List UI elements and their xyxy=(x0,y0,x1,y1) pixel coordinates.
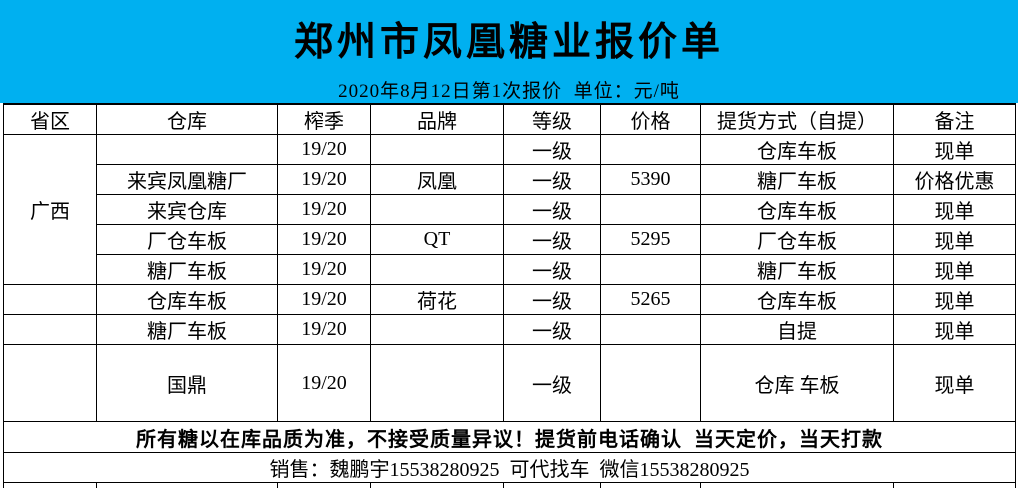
cell-season: 19/20 xyxy=(278,285,371,315)
cell-price: 5295 xyxy=(601,225,701,255)
sales-row: 销售：魏鹏宇15538280925 可代找车 微信15538280925 xyxy=(4,453,1016,483)
cell-note: 现单 xyxy=(894,285,1016,315)
page-title: 郑州市凤凰糖业报价单 xyxy=(0,0,1018,67)
cell-note: 现单 xyxy=(894,195,1016,225)
province-cell xyxy=(4,315,97,345)
cell-brand xyxy=(371,255,504,285)
table-row: 糖厂车板 19/20 一级 糖厂车板 现单 xyxy=(4,255,1016,285)
cell-brand: 凤凰 xyxy=(371,165,504,195)
grid-stub-cell xyxy=(601,483,701,488)
grid-stub-cell xyxy=(97,483,278,488)
cell-note: 现单 xyxy=(894,225,1016,255)
cell-season: 19/20 xyxy=(278,255,371,285)
cell-brand: 荷花 xyxy=(371,285,504,315)
cell-price: 5265 xyxy=(601,285,701,315)
cell-note: 价格优惠 xyxy=(894,165,1016,195)
cell-warehouse: 来宾仓库 xyxy=(97,195,278,225)
cell-note: 现单 xyxy=(894,345,1016,422)
cell-warehouse xyxy=(97,135,278,165)
header-price: 价格 xyxy=(601,104,701,135)
table-row: 来宾仓库 19/20 一级 仓库车板 现单 xyxy=(4,195,1016,225)
cell-season: 19/20 xyxy=(278,165,371,195)
cell-warehouse: 国鼎 xyxy=(97,345,278,422)
cell-grade: 一级 xyxy=(504,165,601,195)
table-row: 广西 19/20 一级 仓库车板 现单 xyxy=(4,135,1016,165)
cell-price xyxy=(601,315,701,345)
cell-grade: 一级 xyxy=(504,285,601,315)
table-row: 来宾凤凰糖厂 19/20 凤凰 一级 5390 糖厂车板 价格优惠 xyxy=(4,165,1016,195)
grid-stub-cell xyxy=(371,483,504,488)
province-cell xyxy=(4,345,97,422)
cell-grade: 一级 xyxy=(504,315,601,345)
province-cell: 广西 xyxy=(4,135,97,285)
quotation-table-wrap: 省区 仓库 榨季 品牌 等级 价格 提货方式（自提） 备注 广西 19/20 一… xyxy=(3,103,1016,488)
cell-season: 19/20 xyxy=(278,135,371,165)
partial-row xyxy=(4,483,1016,488)
cell-price xyxy=(601,135,701,165)
cell-pickup: 厂仓车板 xyxy=(701,225,894,255)
sales-contact-text: 销售：魏鹏宇15538280925 可代找车 微信15538280925 xyxy=(4,453,1016,483)
header-grade: 等级 xyxy=(504,104,601,135)
cell-note: 现单 xyxy=(894,315,1016,345)
cell-grade: 一级 xyxy=(504,135,601,165)
cell-pickup: 糖厂车板 xyxy=(701,255,894,285)
province-cell xyxy=(4,285,97,315)
cell-warehouse: 糖厂车板 xyxy=(97,315,278,345)
table-row: 国鼎 19/20 一级 仓库 车板 现单 xyxy=(4,345,1016,422)
cell-season: 19/20 xyxy=(278,315,371,345)
table-row: 糖厂车板 19/20 一级 自提 现单 xyxy=(4,315,1016,345)
cell-brand: QT xyxy=(371,225,504,255)
cell-note: 现单 xyxy=(894,135,1016,165)
cell-grade: 一级 xyxy=(504,345,601,422)
header-brand: 品牌 xyxy=(371,104,504,135)
cell-note: 现单 xyxy=(894,255,1016,285)
cell-season: 19/20 xyxy=(278,225,371,255)
cell-price: 5390 xyxy=(601,165,701,195)
grid-stub-cell xyxy=(504,483,601,488)
cell-season: 19/20 xyxy=(278,345,371,422)
title-banner: 郑州市凤凰糖业报价单 2020年8月12日第1次报价 单位：元/吨 xyxy=(0,0,1018,103)
cell-brand xyxy=(371,195,504,225)
grid-stub-cell xyxy=(278,483,371,488)
cell-price xyxy=(601,195,701,225)
header-pickup: 提货方式（自提） xyxy=(701,104,894,135)
cell-warehouse: 仓库车板 xyxy=(97,285,278,315)
cell-brand xyxy=(371,345,504,422)
cell-pickup: 仓库车板 xyxy=(701,135,894,165)
header-note: 备注 xyxy=(894,104,1016,135)
cell-price xyxy=(601,345,701,422)
cell-warehouse: 来宾凤凰糖厂 xyxy=(97,165,278,195)
cell-pickup: 自提 xyxy=(701,315,894,345)
header-row: 省区 仓库 榨季 品牌 等级 价格 提货方式（自提） 备注 xyxy=(4,104,1016,135)
cell-grade: 一级 xyxy=(504,225,601,255)
table-row: 仓库车板 19/20 荷花 一级 5265 仓库车板 现单 xyxy=(4,285,1016,315)
notice-text: 所有糖以在库品质为准，不接受质量异议！提货前电话确认 当天定价，当天打款 xyxy=(4,422,1016,453)
cell-grade: 一级 xyxy=(504,195,601,225)
quotation-table: 省区 仓库 榨季 品牌 等级 价格 提货方式（自提） 备注 广西 19/20 一… xyxy=(3,103,1016,488)
grid-stub-cell xyxy=(701,483,894,488)
grid-stub-cell xyxy=(894,483,1016,488)
cell-warehouse: 糖厂车板 xyxy=(97,255,278,285)
cell-pickup: 仓库 车板 xyxy=(701,345,894,422)
cell-brand xyxy=(371,135,504,165)
cell-grade: 一级 xyxy=(504,255,601,285)
notice-row: 所有糖以在库品质为准，不接受质量异议！提货前电话确认 当天定价，当天打款 xyxy=(4,422,1016,453)
cell-price xyxy=(601,255,701,285)
grid-stub-cell xyxy=(4,483,97,488)
cell-pickup: 仓库车板 xyxy=(701,285,894,315)
header-province: 省区 xyxy=(4,104,97,135)
header-season: 榨季 xyxy=(278,104,371,135)
header-warehouse: 仓库 xyxy=(97,104,278,135)
table-row: 厂仓车板 19/20 QT 一级 5295 厂仓车板 现单 xyxy=(4,225,1016,255)
cell-warehouse: 厂仓车板 xyxy=(97,225,278,255)
page-subtitle: 2020年8月12日第1次报价 单位：元/吨 xyxy=(0,76,1018,103)
cell-pickup: 仓库车板 xyxy=(701,195,894,225)
cell-pickup: 糖厂车板 xyxy=(701,165,894,195)
cell-brand xyxy=(371,315,504,345)
cell-season: 19/20 xyxy=(278,195,371,225)
